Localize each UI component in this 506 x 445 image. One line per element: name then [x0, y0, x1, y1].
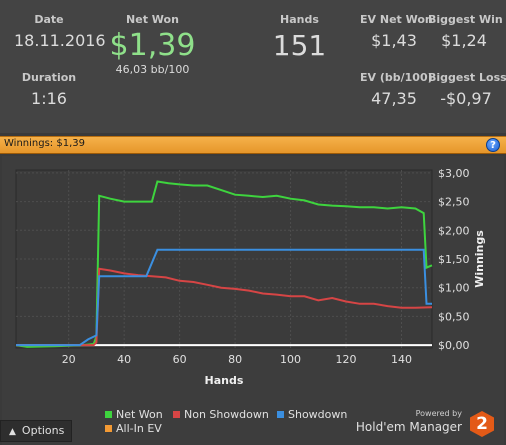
x-tick-label: 140: [391, 353, 412, 366]
stat-hands: Hands 151: [262, 13, 337, 62]
stat-biggest-loss-label: Biggest Loss: [428, 71, 506, 84]
x-tick-label: 80: [228, 353, 242, 366]
legend-label: Net Won: [116, 408, 163, 421]
stat-hands-label: Hands: [280, 13, 319, 26]
stat-duration-value: 1:16: [31, 89, 67, 108]
stat-biggest-win: Biggest Win $1,24: [428, 13, 503, 50]
stat-ev-bb100: EV (bb/100) 47,35: [360, 71, 433, 108]
stat-ev-bb100-label: EV (bb/100): [360, 71, 433, 84]
stat-ev-net-won-value: $1,43: [371, 31, 417, 50]
series-showdown-line: [16, 248, 432, 347]
y-tick-label: $2,50: [438, 196, 470, 209]
stat-net-won-label: Net Won: [126, 13, 179, 26]
legend-label: Showdown: [288, 408, 348, 421]
winnings-chart-svg: 20 40 60 80 100 120 140 $0,00 $0,50 $1,00 $1,50 $2,…: [15, 167, 486, 387]
hm2-logo-icon: 2: [470, 411, 494, 437]
winnings-bar-title: Winnings: $1,39: [4, 138, 85, 149]
legend-item-showdown[interactable]: Showdown: [277, 408, 347, 421]
legend-swatch: [277, 411, 284, 418]
y-tick-label: $0,50: [438, 310, 470, 323]
options-label: Options: [21, 424, 65, 437]
stat-hands-value: 151: [272, 29, 327, 62]
brand-logo-area: Powered by Hold'em Manager 2: [354, 409, 494, 439]
y-tick-label: $0,00: [438, 339, 470, 352]
x-axis-label: Hands: [205, 374, 244, 387]
x-tick-label: 40: [117, 353, 131, 366]
legend-label: Non Showdown: [184, 408, 269, 421]
stat-net-won: Net Won $1,39 46,03 bb/100: [100, 13, 205, 76]
stat-net-won-bb100: 46,03 bb/100: [115, 63, 190, 76]
product-name: Hold'em Manager: [355, 420, 462, 434]
chevron-up-icon: ▲: [9, 427, 16, 437]
y-tick-label: $1,50: [438, 253, 470, 266]
winnings-chart: 20 40 60 80 100 120 140 $0,00 $0,50 $1,00 $1,50 $2,…: [2, 156, 504, 445]
winnings-bar: Winnings: $1,39 ?: [0, 136, 506, 154]
stat-biggest-loss: Biggest Loss -$0,97: [428, 71, 506, 108]
stat-biggest-loss-value: -$0,97: [440, 89, 492, 108]
legend-item-all-in-ev[interactable]: All-In EV: [105, 422, 162, 435]
legend-item-non-showdown[interactable]: Non Showdown: [173, 408, 269, 421]
stat-date: Date 18.11.2016: [14, 13, 106, 50]
options-button[interactable]: ▲ Options: [0, 420, 72, 442]
stat-ev-bb100-value: 47,35: [371, 89, 417, 108]
stat-date-label: Date: [34, 13, 64, 26]
series-net-won-line: [15, 180, 433, 348]
x-tick-label: 60: [173, 353, 187, 366]
stat-date-value: 18.11.2016: [14, 31, 106, 50]
stats-panel: Date 18.11.2016 Duration 1:16 Net Won $1…: [0, 0, 506, 133]
stat-biggest-win-value: $1,24: [441, 31, 487, 50]
x-tick-label: 100: [280, 353, 301, 366]
stat-ev-net-won-label: EV Net Won: [360, 13, 433, 26]
x-tick-label: 120: [336, 353, 357, 366]
stat-duration-label: Duration: [21, 71, 77, 84]
stat-biggest-win-label: Biggest Win: [428, 13, 503, 26]
series-non-showdown-line: [16, 267, 433, 347]
y-tick-label: $2,00: [438, 224, 470, 237]
legend-swatch: [173, 411, 180, 418]
y-tick-label: $3,00: [438, 167, 470, 180]
y-axis-label: Winnings: [473, 230, 486, 288]
stat-duration: Duration 1:16: [14, 71, 84, 108]
x-tick-label: 20: [62, 353, 76, 366]
stat-ev-net-won: EV Net Won $1,43: [360, 13, 433, 50]
legend-swatch: [105, 411, 112, 418]
legend-swatch: [105, 425, 112, 432]
question-icon[interactable]: ?: [486, 138, 500, 152]
legend-label: All-In EV: [116, 422, 162, 435]
powered-by-text: Powered by: [415, 409, 462, 418]
legend-item-net-won[interactable]: Net Won: [105, 408, 163, 421]
stat-net-won-value: $1,39: [109, 28, 196, 63]
y-tick-label: $1,00: [438, 282, 470, 295]
